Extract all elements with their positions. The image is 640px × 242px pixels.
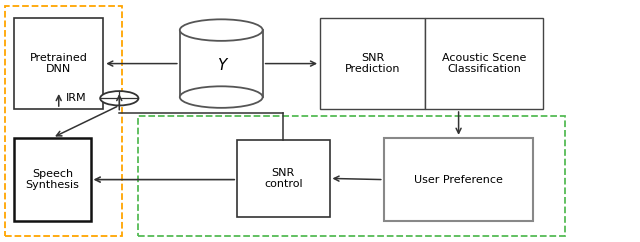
Text: Speech
Synthesis: Speech Synthesis <box>26 169 79 190</box>
Text: SNR
control: SNR control <box>264 168 303 189</box>
Text: User Preference: User Preference <box>414 175 503 185</box>
Bar <box>425 18 543 109</box>
Bar <box>320 18 425 109</box>
Ellipse shape <box>180 19 262 41</box>
Bar <box>14 138 91 221</box>
Text: IRM: IRM <box>67 93 87 103</box>
Circle shape <box>100 91 138 106</box>
Ellipse shape <box>180 86 262 108</box>
Bar <box>237 140 330 217</box>
Text: Pretrained
DNN: Pretrained DNN <box>30 53 88 74</box>
Text: Y: Y <box>216 59 226 74</box>
Bar <box>384 138 534 221</box>
Text: Acoustic Scene
Classification: Acoustic Scene Classification <box>442 53 526 74</box>
Bar <box>14 18 103 109</box>
Bar <box>4 6 122 236</box>
Text: SNR
Prediction: SNR Prediction <box>345 53 401 74</box>
Bar <box>180 30 262 97</box>
Bar <box>138 116 565 236</box>
